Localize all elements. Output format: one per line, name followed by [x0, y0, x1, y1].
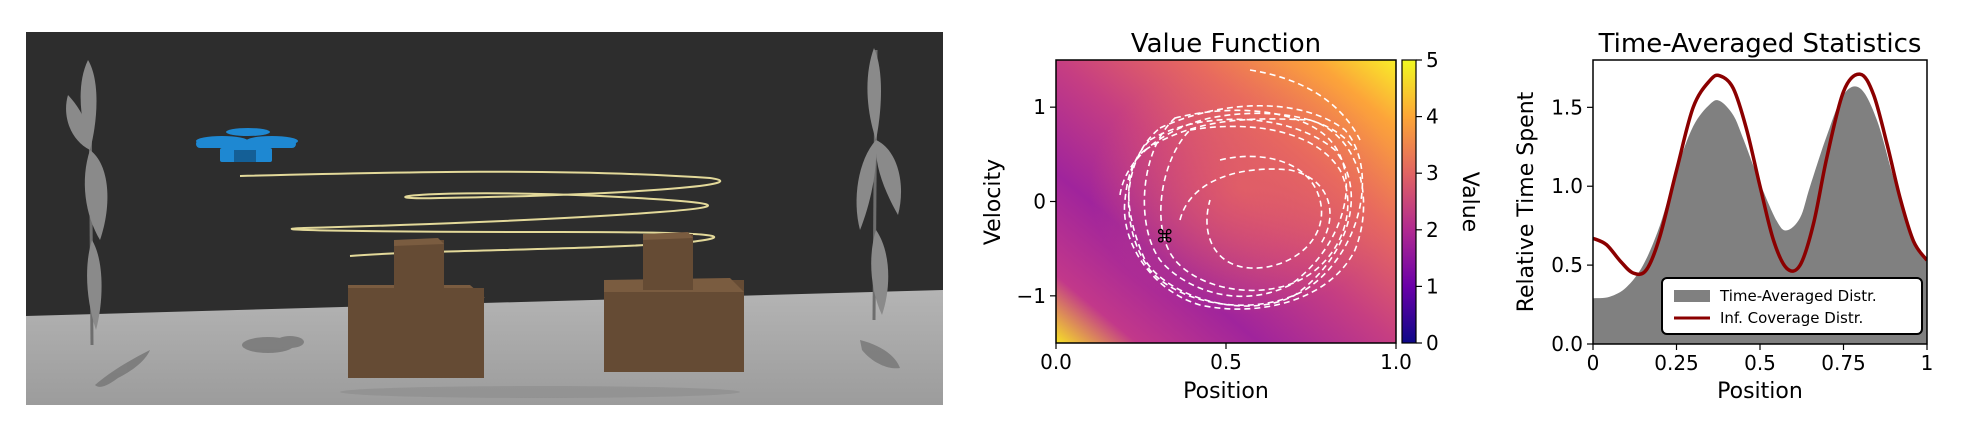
legend: Time-Averaged Distr. Inf. Coverage Distr… [1661, 277, 1923, 335]
x-axis-label: Position [1183, 379, 1269, 404]
y-tick-label: 0 [1033, 190, 1046, 214]
colorbar-tick-label: 4 [1426, 105, 1439, 129]
x-tick-label: 0.5 [1744, 351, 1776, 375]
simulation-scene [26, 32, 943, 405]
chart-title: Value Function [1131, 29, 1321, 59]
y-tick-label: 0.5 [1551, 253, 1583, 277]
y-ticks: 0.0 0.5 1.0 1.5 [1551, 95, 1593, 356]
y-tick-label: 1.0 [1551, 174, 1583, 198]
y-axis-label: Relative Time Spent [1514, 91, 1539, 312]
x-tick-label: 1 [1921, 351, 1934, 375]
chart-title: Time-Averaged Statistics [1598, 29, 1922, 59]
x-tick-label: 0.25 [1654, 351, 1699, 375]
x-tick-label: 1.0 [1380, 350, 1412, 374]
drone-trajectory [239, 170, 722, 257]
y-tick-label: 0.0 [1551, 332, 1583, 356]
fan-right-icon [856, 48, 902, 321]
colorbar-ticks: 0 1 2 3 4 5 [1416, 48, 1439, 355]
time-averaged-chart: Time-Averaged Statistics 0 0.25 0.5 0.75 1 0… [1514, 29, 1933, 404]
fan-left-icon [66, 60, 108, 346]
drone-icon [196, 128, 298, 162]
x-tick-label: 0.5 [1210, 350, 1242, 374]
y-tick-label: 1 [1033, 95, 1046, 119]
legend-box [1661, 277, 1923, 335]
x-tick-label: 0.0 [1040, 350, 1072, 374]
start-marker: ⌘ [1156, 226, 1174, 247]
legend-label-inf-coverage: Inf. Coverage Distr. [1720, 309, 1863, 327]
legend-label-time-averaged: Time-Averaged Distr. [1719, 287, 1877, 305]
x-ticks: 0 0.25 0.5 0.75 1 [1587, 344, 1934, 375]
y-axis-label: Velocity [981, 159, 1006, 245]
box-obstacle-left [348, 238, 485, 378]
y-tick-label: 1.5 [1551, 95, 1583, 119]
colorbar-tick-label: 1 [1426, 274, 1439, 298]
box-obstacle-right [604, 232, 744, 372]
trajectory-loops [1119, 69, 1365, 310]
colorbar-tick-label: 5 [1426, 48, 1439, 72]
value-function-chart: Value Function ⌘ 0.0 0.5 1.0 1 0 −1 Position… [981, 29, 1482, 404]
x-tick-label: 0 [1587, 351, 1600, 375]
legend-swatch-area [1674, 290, 1710, 302]
colorbar-tick-label: 3 [1426, 161, 1439, 185]
y-ticks: 1 0 −1 [1017, 95, 1056, 308]
colorbar [1401, 59, 1417, 344]
colorbar-tick-label: 2 [1426, 218, 1439, 242]
x-ticks: 0.0 0.5 1.0 [1040, 343, 1412, 374]
colorbar-tick-label: 0 [1426, 331, 1439, 355]
x-axis-label: Position [1717, 379, 1803, 404]
colorbar-label: Value [1457, 172, 1482, 232]
series-inf-coverage-line [1593, 72, 1927, 277]
shadows [95, 336, 900, 398]
y-tick-label: −1 [1017, 284, 1046, 308]
x-tick-label: 0.75 [1821, 351, 1866, 375]
heatmap-center-glow [1056, 60, 1396, 343]
